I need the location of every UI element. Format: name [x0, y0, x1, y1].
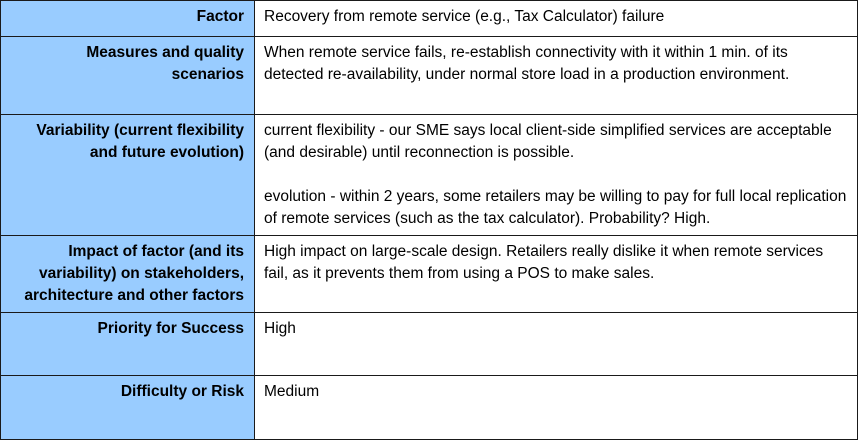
- table-row-impact: Impact of factor (and its variability) o…: [0, 235, 858, 313]
- value-paragraph: High: [264, 320, 296, 337]
- row-label-measures: Measures and quality scenarios: [0, 36, 255, 115]
- row-value-difficulty: Medium: [254, 375, 858, 440]
- table-row-variability: Variability (current flexibility and fut…: [0, 114, 858, 236]
- row-value-priority: High: [254, 312, 858, 376]
- row-value-measures: When remote service fails, re-establish …: [254, 36, 858, 115]
- row-label-priority: Priority for Success: [0, 312, 255, 376]
- row-label-impact: Impact of factor (and its variability) o…: [0, 235, 255, 313]
- row-value-variability: current flexibility - our SME says local…: [254, 114, 858, 236]
- row-value-impact: High impact on large-scale design. Retai…: [254, 235, 858, 313]
- value-paragraph: Recovery from remote service (e.g., Tax …: [264, 8, 665, 25]
- table-row-priority: Priority for Success High: [0, 312, 858, 376]
- value-paragraph-current-flexibility: current flexibility - our SME says local…: [264, 122, 832, 161]
- table-row-difficulty: Difficulty or Risk Medium: [0, 375, 858, 440]
- value-paragraph: High impact on large-scale design. Retai…: [264, 243, 824, 282]
- row-value-factor: Recovery from remote service (e.g., Tax …: [254, 0, 858, 37]
- value-paragraph-evolution: evolution - within 2 years, some retaile…: [264, 188, 847, 227]
- row-label-difficulty: Difficulty or Risk: [0, 375, 255, 440]
- row-label-variability: Variability (current flexibility and fut…: [0, 114, 255, 236]
- value-paragraph: When remote service fails, re-establish …: [264, 44, 790, 83]
- row-label-factor: Factor: [0, 0, 255, 37]
- table-row-measures: Measures and quality scenarios When remo…: [0, 36, 858, 115]
- value-paragraph: Medium: [264, 383, 320, 400]
- table-row-factor: Factor Recovery from remote service (e.g…: [0, 0, 858, 37]
